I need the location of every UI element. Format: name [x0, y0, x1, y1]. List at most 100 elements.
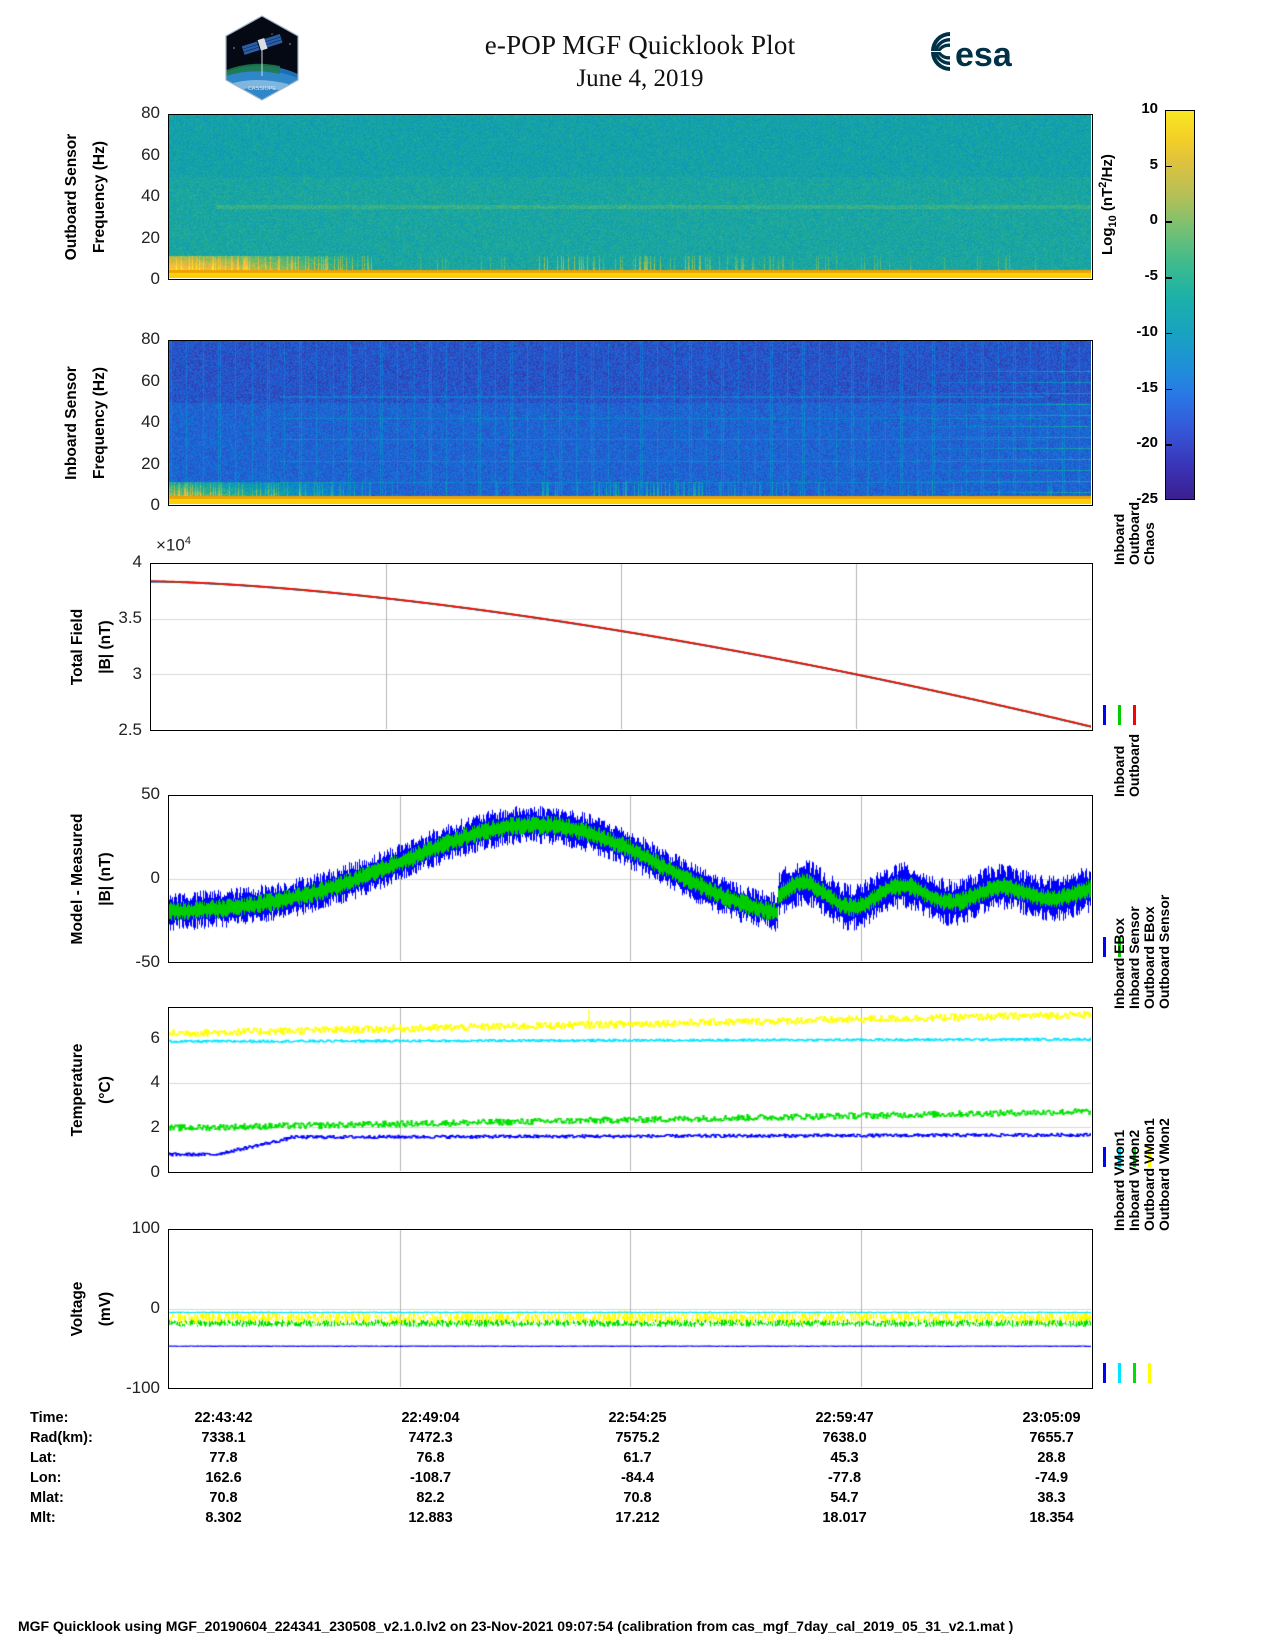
table-cell: 82.2 [416, 1490, 445, 1506]
colorbar-tick-mark [1165, 277, 1172, 279]
y-tick-label: 3.5 [118, 608, 142, 627]
colorbar-tick-label: -5 [1144, 267, 1158, 285]
plot-panel-inboard-spectrogram [168, 340, 1093, 506]
table-row: Rad(km): 7338.1 7472.3 7575.2 7638.0 7655.7 [30, 1428, 1155, 1448]
legend-swatch [1148, 1363, 1151, 1383]
legend-label: Inboard [1111, 745, 1127, 797]
table-row-label: Time: [30, 1410, 69, 1426]
title-main: e-POP MGF Quicklook Plot [484, 30, 796, 60]
legend-swatch [1118, 937, 1121, 957]
table-cell: 17.212 [615, 1510, 660, 1526]
plot-canvas-temperature [169, 1008, 1091, 1171]
table-cell: 28.8 [1037, 1450, 1066, 1466]
legend-swatch [1118, 1147, 1121, 1167]
y-tick-label: 0 [150, 1298, 160, 1317]
plot-panel-model-minus-measured [168, 795, 1093, 963]
colorbar-label-unit-a: (nT [1099, 187, 1116, 216]
y-tick-label: 40 [141, 186, 160, 205]
table-cell: -77.8 [827, 1470, 862, 1486]
legend-swatch [1118, 1363, 1121, 1383]
plot-panel-outboard-spectrogram [168, 114, 1093, 280]
ephemeris-table-inner: Time: 22:43:42 22:49:04 22:54:25 22:59:47 23:… [30, 1408, 1155, 1528]
table-row-label: Rad(km): [30, 1430, 93, 1446]
plot-panel-voltage [168, 1229, 1093, 1389]
y-tick-label: 100 [131, 1218, 160, 1237]
plot-canvas-total-field [151, 564, 1091, 729]
legend-label: Outboard [1126, 502, 1142, 565]
table-cell: 7638.0 [822, 1430, 867, 1446]
y-tick-label: 20 [141, 227, 160, 247]
table-cell: 22:59:47 [815, 1410, 874, 1426]
legend-label: Inboard VMon2 [1126, 1129, 1142, 1231]
table-cell: 77.8 [209, 1450, 238, 1466]
table-cell: 22:54:25 [608, 1410, 667, 1426]
table-row: Lat: 77.8 76.8 61.7 45.3 28.8 [30, 1448, 1155, 1468]
table-row: Mlat: 70.8 82.2 70.8 54.7 38.3 [30, 1488, 1155, 1508]
legend-swatch [1118, 705, 1121, 725]
table-cell: 45.3 [830, 1450, 859, 1466]
y-tick-label: -50 [135, 952, 160, 971]
colorbar-label-sup: 2 [1097, 181, 1109, 188]
plot-panel-total-field [150, 563, 1093, 731]
page-title: e-POP MGF Quicklook Plot June 4, 2019 [300, 28, 980, 96]
table-cell: -74.9 [1034, 1470, 1069, 1486]
legend-label: Inboard [1111, 513, 1127, 565]
y-tick-label: 80 [141, 329, 160, 348]
table-row: Time: 22:43:42 22:49:04 22:54:25 22:59:47 23:… [30, 1408, 1155, 1428]
table-cell: 8.302 [205, 1510, 242, 1526]
table-row: Mlt: 8.302 12.883 17.212 18.017 18.354 [30, 1508, 1155, 1528]
colorbar-tick-label: -15 [1136, 378, 1158, 396]
legend-label: Inboard Sensor [1126, 906, 1142, 1009]
plot-canvas-outboard-spectrogram [169, 115, 1091, 278]
legend-swatch [1133, 705, 1136, 725]
table-row-label: Mlat: [30, 1490, 64, 1506]
y-axis-label: Voltage [69, 1281, 86, 1337]
cassiope-logo: CASSIOPE [222, 14, 302, 102]
table-cell: 7655.7 [1029, 1430, 1074, 1446]
colorbar-tick-label: -10 [1136, 322, 1158, 340]
y-tick-label: 0 [150, 868, 160, 887]
table-row: Lon: 162.6 -108.7 -84.4 -77.8 -74.9 [30, 1468, 1155, 1488]
colorbar-label: Log10 (nT2/Hz) [1097, 154, 1119, 255]
y-tick-label: 20 [141, 453, 160, 473]
y-axis-label: Outboard Sensor [63, 133, 80, 261]
y-tick-label: 60 [141, 144, 160, 164]
table-cell: 7472.3 [408, 1430, 453, 1446]
y-axis-exponent: ×104 [156, 535, 191, 556]
y-axis-label: Temperature [69, 1043, 86, 1137]
y-tick-label: 80 [141, 103, 160, 122]
legend-swatch [1148, 1147, 1151, 1167]
legend-swatch [1103, 937, 1106, 957]
y-tick-label: 40 [141, 412, 160, 431]
table-row-label: Lon: [30, 1470, 62, 1486]
table-row-label: Mlt: [30, 1510, 56, 1526]
table-cell: 70.8 [209, 1490, 238, 1506]
table-cell: 54.7 [830, 1490, 859, 1506]
y-tick-label: 6 [150, 1027, 160, 1047]
plot-canvas-voltage [169, 1230, 1091, 1387]
y-tick-label: 4 [132, 552, 142, 571]
y-tick-label: 3 [132, 664, 142, 683]
y-tick-label: -100 [125, 1378, 160, 1397]
colorbar-tick-mark [1165, 332, 1172, 335]
colorbar-tick-mark [1165, 165, 1172, 168]
plot-canvas-inboard-spectrogram [169, 341, 1091, 504]
legend-label: Outboard Sensor [1156, 894, 1172, 1009]
legend-label: Outboard EBox [1141, 906, 1157, 1009]
exponent-base: ×10 [156, 535, 185, 555]
plot-panel-temperature [168, 1007, 1093, 1173]
legend-swatch [1103, 1363, 1106, 1383]
y-tick-label: 50 [141, 784, 160, 803]
table-cell: -84.4 [620, 1470, 655, 1486]
legend-swatch [1133, 1147, 1136, 1167]
legend-label: Outboard VMon1 [1141, 1118, 1157, 1231]
y-tick-label: 2 [150, 1117, 160, 1137]
table-cell: 162.6 [205, 1470, 242, 1486]
colorbar-tick-label: 5 [1149, 155, 1158, 173]
y-tick-label: 0 [150, 495, 160, 514]
table-cell: 23:05:09 [1022, 1410, 1081, 1426]
table-row-label: Lat: [30, 1450, 57, 1466]
table-cell: 76.8 [416, 1450, 445, 1466]
colorbar-tick-label: -25 [1136, 490, 1158, 507]
footer-text: MGF Quicklook using MGF_20190604_224341_… [18, 1618, 1014, 1634]
